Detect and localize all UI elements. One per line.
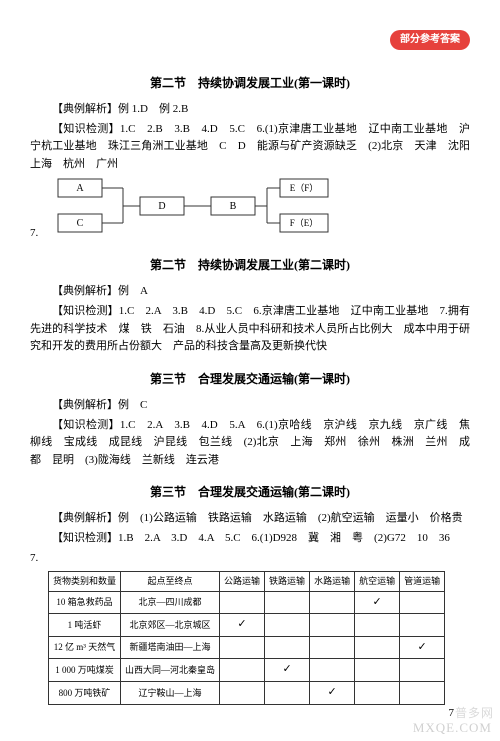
sec1-q7: 7. A C D B E（F） F（E） — [30, 176, 470, 243]
cell: 12 亿 m³ 天然气 — [49, 636, 121, 659]
cell — [355, 636, 400, 659]
cell — [400, 659, 445, 682]
cell: 新疆塔南油田—上海 — [121, 636, 220, 659]
cell — [220, 682, 265, 705]
cell: ✓ — [265, 659, 310, 682]
cell: ✓ — [310, 682, 355, 705]
table-header-row: 货物类别和数量 起点至终点 公路运输 铁路运输 水路运输 航空运输 管道运输 — [49, 572, 445, 591]
q7-label-2: 7. — [30, 552, 38, 564]
cell — [310, 614, 355, 637]
label-knowledge: 【知识检测】 — [52, 123, 120, 135]
th-5: 航空运输 — [355, 572, 400, 591]
label-example: 【典例解析】 — [52, 512, 118, 524]
table-row: 800 万吨铁矿 辽宁鞍山—上海 ✓ — [49, 682, 445, 705]
answers-badge: 部分参考答案 — [390, 30, 470, 50]
cell — [220, 659, 265, 682]
transport-table: 货物类别和数量 起点至终点 公路运输 铁路运输 水路运输 航空运输 管道运输 1… — [48, 571, 445, 704]
cell: 山西大同—河北秦皇岛 — [121, 659, 220, 682]
cell — [355, 614, 400, 637]
label-example: 【典例解析】 — [52, 285, 118, 297]
cell: 1 000 万吨煤炭 — [49, 659, 121, 682]
section2-title: 第二节 持续协调发展工业(第二课时) — [30, 256, 470, 275]
th-6: 管道运输 — [400, 572, 445, 591]
sec4-q7: 7. — [30, 550, 470, 568]
sec3-example: 【典例解析】例 C — [30, 397, 470, 415]
sec1-example-text: 例 1.D 例 2.B — [118, 103, 188, 115]
sec3-knowledge: 【知识检测】1.C 2.A 3.B 4.D 5.A 6.(1)京哈线 京沪线 京… — [30, 417, 470, 470]
cell — [310, 636, 355, 659]
label-knowledge: 【知识检测】 — [52, 305, 119, 317]
cell — [310, 659, 355, 682]
flow-diagram: A C D B E（F） F（E） — [53, 227, 333, 239]
cell — [355, 659, 400, 682]
cell: 北京—四川成都 — [121, 591, 220, 614]
cell: 10 箱急救药品 — [49, 591, 121, 614]
label-knowledge: 【知识检测】 — [52, 532, 118, 544]
cell — [355, 682, 400, 705]
sec4-example-text: 例 (1)公路运输 铁路运输 水路运输 (2)航空运输 运量小 价格贵 — [118, 512, 463, 524]
cell — [265, 636, 310, 659]
box-d: D — [158, 201, 165, 212]
th-3: 铁路运输 — [265, 572, 310, 591]
cell — [220, 636, 265, 659]
sec1-knowledge: 【知识检测】1.C 2.B 3.B 4.D 5.C 6.(1)京津唐工业基地 辽… — [30, 121, 470, 174]
cell — [400, 591, 445, 614]
cell: 北京郊区—北京城区 — [121, 614, 220, 637]
th-4: 水路运输 — [310, 572, 355, 591]
section4-title: 第三节 合理发展交通运输(第二课时) — [30, 483, 470, 502]
th-1: 起点至终点 — [121, 572, 220, 591]
sec4-example: 【典例解析】例 (1)公路运输 铁路运输 水路运输 (2)航空运输 运量小 价格… — [30, 510, 470, 528]
box-ef: E（F） — [290, 183, 319, 193]
box-a: A — [76, 183, 84, 194]
table-row: 10 箱急救药品 北京—四川成都 ✓ — [49, 591, 445, 614]
diagram-svg: A C D B E（F） F（E） — [53, 176, 333, 236]
cell — [310, 591, 355, 614]
sec2-example: 【典例解析】例 A — [30, 283, 470, 301]
cell: ✓ — [220, 614, 265, 637]
cell — [265, 682, 310, 705]
cell — [400, 682, 445, 705]
cell — [265, 614, 310, 637]
q7-label: 7. — [30, 227, 38, 239]
table-row: 12 亿 m³ 天然气 新疆塔南油田—上海 ✓ — [49, 636, 445, 659]
sec2-example-text: 例 A — [118, 285, 148, 297]
box-c: C — [77, 218, 84, 229]
cell: ✓ — [355, 591, 400, 614]
cell: ✓ — [400, 636, 445, 659]
box-b: B — [230, 201, 237, 212]
cell — [265, 591, 310, 614]
table-row: 1 000 万吨煤炭 山西大同—河北秦皇岛 ✓ — [49, 659, 445, 682]
box-fe: F（E） — [290, 218, 319, 228]
section1-title: 第二节 持续协调发展工业(第一课时) — [30, 74, 470, 93]
label-knowledge: 【知识检测】 — [52, 419, 120, 431]
sec1-example: 【典例解析】例 1.D 例 2.B — [30, 101, 470, 119]
sec4-knowledge: 【知识检测】1.B 2.A 3.D 4.A 5.C 6.(1)D928 冀 湘 … — [30, 530, 470, 548]
cell — [220, 591, 265, 614]
sec3-example-text: 例 C — [118, 399, 147, 411]
sec4-knowledge-text: 1.B 2.A 3.D 4.A 5.C 6.(1)D928 冀 湘 粤 (2)G… — [118, 532, 450, 544]
cell: 800 万吨铁矿 — [49, 682, 121, 705]
cell: 辽宁鞍山—上海 — [121, 682, 220, 705]
label-example: 【典例解析】 — [52, 399, 118, 411]
cell: 1 吨活虾 — [49, 614, 121, 637]
label-example: 【典例解析】 — [52, 103, 118, 115]
th-2: 公路运输 — [220, 572, 265, 591]
cell — [400, 614, 445, 637]
table-row: 1 吨活虾 北京郊区—北京城区 ✓ — [49, 614, 445, 637]
th-0: 货物类别和数量 — [49, 572, 121, 591]
section3-title: 第三节 合理发展交通运输(第一课时) — [30, 370, 470, 389]
sec2-knowledge: 【知识检测】1.C 2.A 3.B 4.D 5.C 6.京津唐工业基地 辽中南工… — [30, 303, 470, 356]
watermark-en: MXQE.COM — [413, 718, 492, 739]
